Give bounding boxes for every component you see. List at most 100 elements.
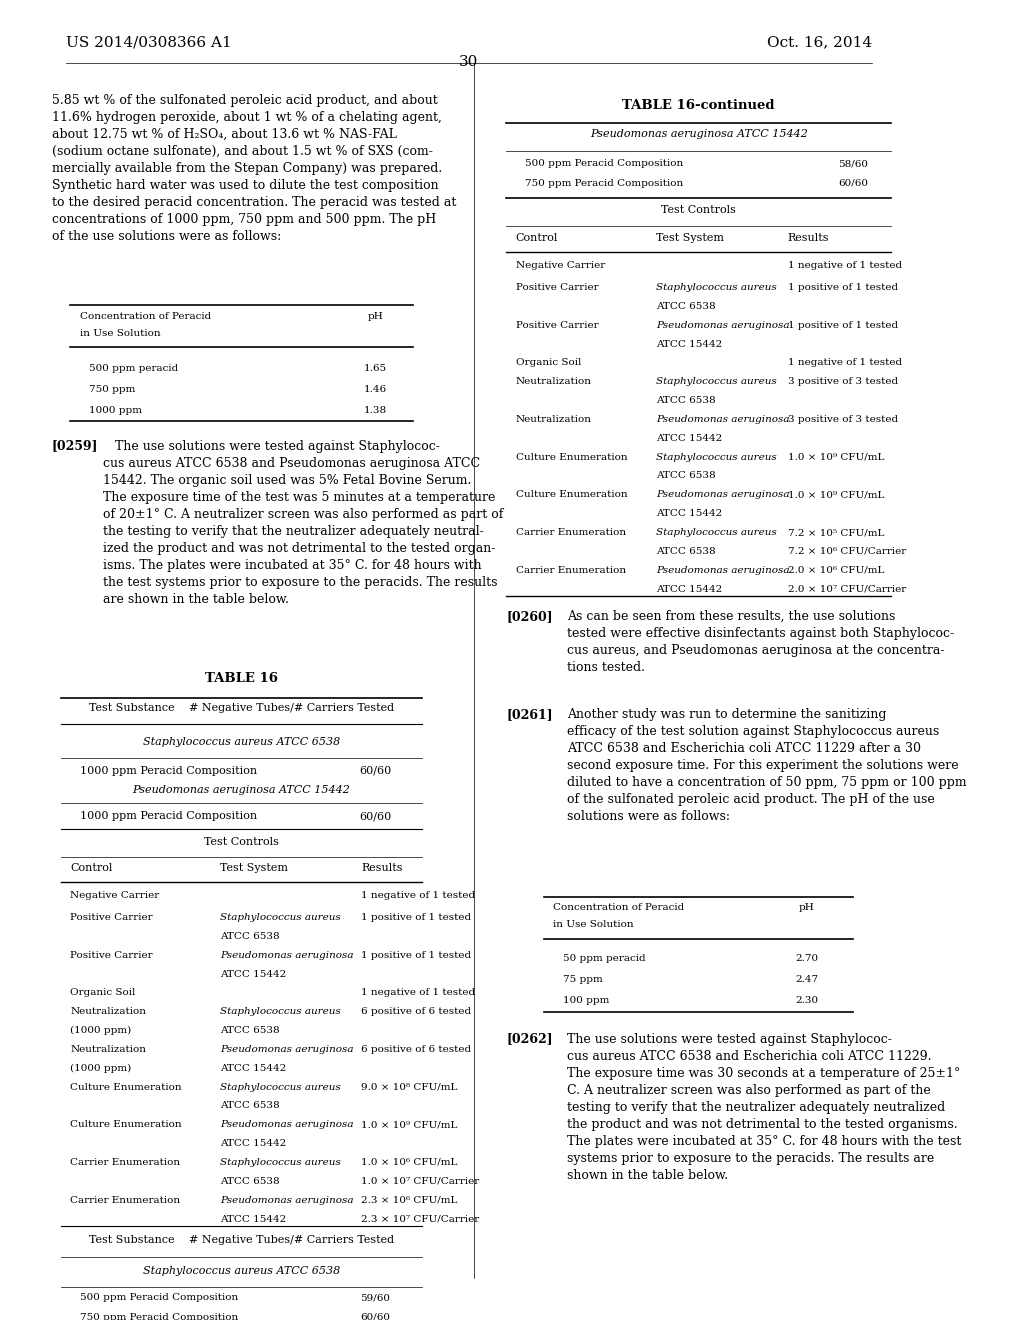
Text: 1 positive of 1 tested: 1 positive of 1 tested [787,282,898,292]
Text: ATCC 15442: ATCC 15442 [656,510,723,519]
Text: Neutralization: Neutralization [71,1045,146,1053]
Text: 60/60: 60/60 [360,1313,390,1320]
Text: 2.47: 2.47 [795,975,818,985]
Text: ATCC 6538: ATCC 6538 [656,396,716,405]
Text: 750 ppm: 750 ppm [89,384,135,393]
Text: 3 positive of 3 tested: 3 positive of 3 tested [787,414,898,424]
Text: 750 ppm Peracid Composition: 750 ppm Peracid Composition [80,1313,238,1320]
Text: 1000 ppm Peracid Composition: 1000 ppm Peracid Composition [80,812,257,821]
Text: Pseudomonas aeruginosa: Pseudomonas aeruginosa [656,566,790,574]
Text: ATCC 15442: ATCC 15442 [220,969,287,978]
Text: The use solutions were tested against Staphylococ-
cus aureus ATCC 6538 and Pseu: The use solutions were tested against St… [103,440,504,606]
Text: ATCC 6538: ATCC 6538 [656,302,716,312]
Text: ATCC 6538: ATCC 6538 [656,546,716,556]
Text: 6 positive of 6 tested: 6 positive of 6 tested [361,1045,471,1053]
Text: # Negative Tubes/# Carriers Tested: # Negative Tubes/# Carriers Tested [188,1234,394,1245]
Text: 5.85 wt % of the sulfonated peroleic acid product, and about
11.6% hydrogen pero: 5.85 wt % of the sulfonated peroleic aci… [51,94,456,243]
Text: Test Substance: Test Substance [89,1234,175,1245]
Text: Negative Carrier: Negative Carrier [71,891,160,900]
Text: Test System: Test System [656,234,725,243]
Text: ATCC 6538: ATCC 6538 [220,932,280,941]
Text: ATCC 6538: ATCC 6538 [220,1101,280,1110]
Text: 2.3 × 10⁷ CFU/Carrier: 2.3 × 10⁷ CFU/Carrier [361,1214,479,1224]
Text: Carrier Enumeration: Carrier Enumeration [516,566,626,574]
Text: ATCC 6538: ATCC 6538 [220,1177,280,1185]
Text: 1000 ppm: 1000 ppm [89,405,142,414]
Text: Test System: Test System [220,863,289,874]
Text: 2.30: 2.30 [795,997,818,1005]
Text: pH: pH [368,312,383,321]
Text: 2.0 × 10⁷ CFU/Carrier: 2.0 × 10⁷ CFU/Carrier [787,585,906,594]
Text: 1.0 × 10⁹ CFU/mL: 1.0 × 10⁹ CFU/mL [787,490,884,499]
Text: Staphylococcus aureus: Staphylococcus aureus [656,378,777,387]
Text: Staphylococcus aureus: Staphylococcus aureus [656,453,777,462]
Text: Culture Enumeration: Culture Enumeration [516,453,628,462]
Text: 59/60: 59/60 [360,1294,390,1303]
Text: Concentration of Peracid: Concentration of Peracid [553,903,685,912]
Text: 1.65: 1.65 [364,364,387,372]
Text: The use solutions were tested against Staphylococ-
cus aureus ATCC 6538 and Esch: The use solutions were tested against St… [567,1032,962,1181]
Text: Neutralization: Neutralization [516,414,592,424]
Text: Oct. 16, 2014: Oct. 16, 2014 [767,36,872,49]
Text: 500 ppm Peracid Composition: 500 ppm Peracid Composition [80,1294,238,1303]
Text: 1.46: 1.46 [364,384,387,393]
Text: Staphylococcus aureus: Staphylococcus aureus [220,1158,341,1167]
Text: [0260]: [0260] [507,610,553,623]
Text: Positive Carrier: Positive Carrier [71,913,153,921]
Text: Test Controls: Test Controls [204,837,279,847]
Text: (1000 ppm): (1000 ppm) [71,1064,132,1073]
Text: Carrier Enumeration: Carrier Enumeration [71,1158,180,1167]
Text: ATCC 15442: ATCC 15442 [220,1139,287,1148]
Text: Pseudomonas aeruginosa: Pseudomonas aeruginosa [656,321,790,330]
Text: 1 negative of 1 tested: 1 negative of 1 tested [361,989,475,998]
Text: Neutralization: Neutralization [71,1007,146,1016]
Text: US 2014/0308366 A1: US 2014/0308366 A1 [66,36,231,49]
Text: 1 negative of 1 tested: 1 negative of 1 tested [787,261,902,269]
Text: 3 positive of 3 tested: 3 positive of 3 tested [787,378,898,387]
Text: Concentration of Peracid: Concentration of Peracid [80,312,211,321]
Text: (1000 ppm): (1000 ppm) [71,1026,132,1035]
Text: Culture Enumeration: Culture Enumeration [71,1082,182,1092]
Text: Staphylococcus aureus ATCC 6538: Staphylococcus aureus ATCC 6538 [143,737,340,747]
Text: Pseudomonas aeruginosa: Pseudomonas aeruginosa [220,950,354,960]
Text: Pseudomonas aeruginosa: Pseudomonas aeruginosa [220,1196,354,1205]
Text: 1 positive of 1 tested: 1 positive of 1 tested [361,950,471,960]
Text: Pseudomonas aeruginosa: Pseudomonas aeruginosa [220,1121,354,1130]
Text: Another study was run to determine the sanitizing
efficacy of the test solution : Another study was run to determine the s… [567,708,967,822]
Text: 1.0 × 10⁹ CFU/mL: 1.0 × 10⁹ CFU/mL [787,453,884,462]
Text: 2.3 × 10⁶ CFU/mL: 2.3 × 10⁶ CFU/mL [361,1196,458,1205]
Text: Positive Carrier: Positive Carrier [71,950,153,960]
Text: in Use Solution: in Use Solution [80,329,161,338]
Text: 2.70: 2.70 [795,954,818,964]
Text: ATCC 6538: ATCC 6538 [656,471,716,480]
Text: Pseudomonas aeruginosa: Pseudomonas aeruginosa [656,414,790,424]
Text: 75 ppm: 75 ppm [563,975,602,985]
Text: 1 negative of 1 tested: 1 negative of 1 tested [361,891,475,900]
Text: Staphylococcus aureus: Staphylococcus aureus [220,1082,341,1092]
Text: 30: 30 [459,54,478,69]
Text: pH: pH [799,903,814,912]
Text: ATCC 6538: ATCC 6538 [220,1026,280,1035]
Text: 500 ppm peracid: 500 ppm peracid [89,364,178,372]
Text: Results: Results [361,863,402,874]
Text: Pseudomonas aeruginosa: Pseudomonas aeruginosa [220,1045,354,1053]
Text: 1 negative of 1 tested: 1 negative of 1 tested [787,359,902,367]
Text: Control: Control [71,863,113,874]
Text: 750 ppm Peracid Composition: 750 ppm Peracid Composition [525,178,683,187]
Text: TABLE 16: TABLE 16 [205,672,278,685]
Text: 58/60: 58/60 [839,160,868,168]
Text: Pseudomonas aeruginosa ATCC 15442: Pseudomonas aeruginosa ATCC 15442 [590,129,808,139]
Text: 1 positive of 1 tested: 1 positive of 1 tested [361,913,471,921]
Text: [0259]: [0259] [51,440,98,453]
Text: Staphylococcus aureus: Staphylococcus aureus [220,1007,341,1016]
Text: Results: Results [787,234,829,243]
Text: ATCC 15442: ATCC 15442 [220,1064,287,1073]
Text: 1.0 × 10⁶ CFU/mL: 1.0 × 10⁶ CFU/mL [361,1158,458,1167]
Text: TABLE 16-continued: TABLE 16-continued [623,99,775,112]
Text: 7.2 × 10⁶ CFU/Carrier: 7.2 × 10⁶ CFU/Carrier [787,546,906,556]
Text: 2.0 × 10⁶ CFU/mL: 2.0 × 10⁶ CFU/mL [787,566,884,574]
Text: 1.38: 1.38 [364,405,387,414]
Text: Staphylococcus aureus ATCC 6538: Staphylococcus aureus ATCC 6538 [143,1266,340,1276]
Text: As can be seen from these results, the use solutions
tested were effective disin: As can be seen from these results, the u… [567,610,954,675]
Text: Staphylococcus aureus: Staphylococcus aureus [656,528,777,537]
